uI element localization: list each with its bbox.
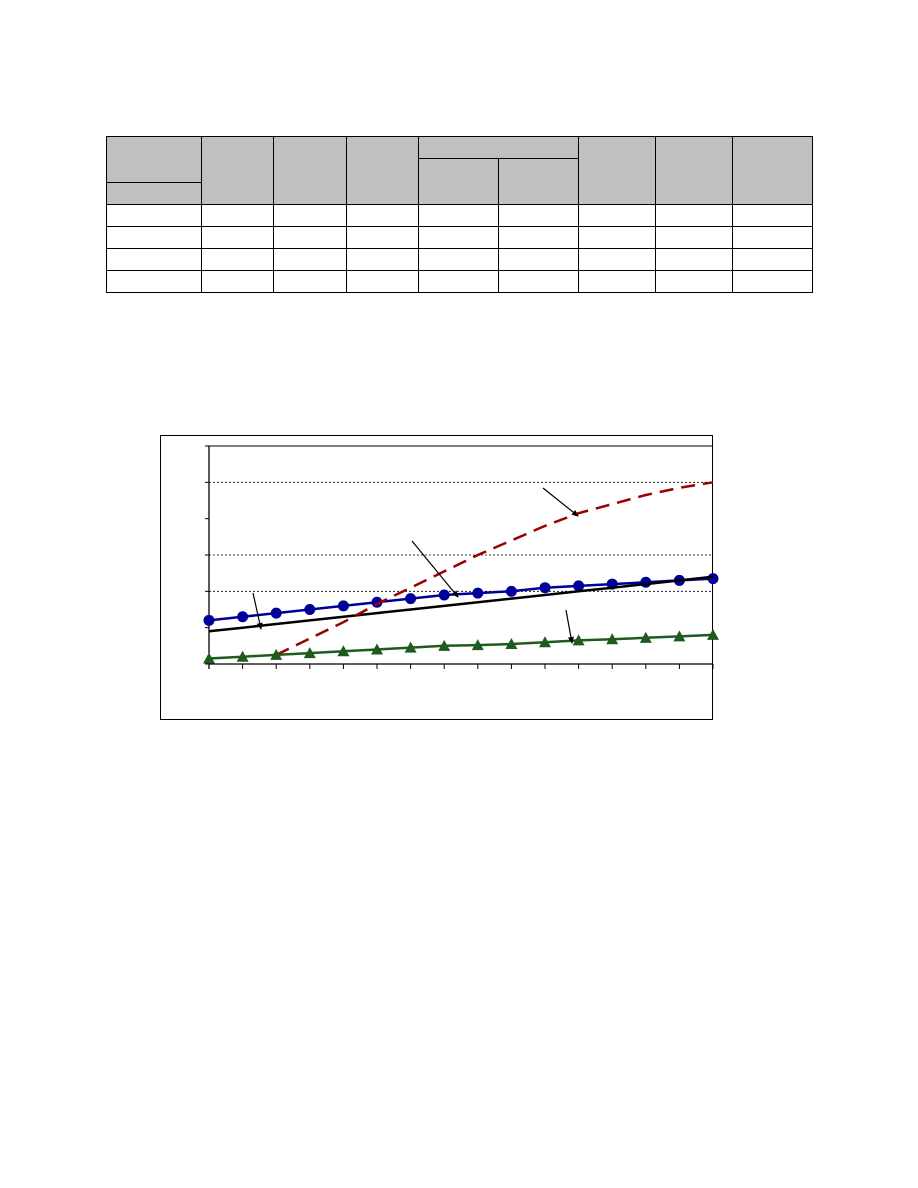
header-subcell: [418, 158, 499, 205]
data-point: [337, 645, 350, 657]
data-point: [639, 631, 652, 643]
data-point: [270, 648, 283, 660]
data-point: [304, 604, 316, 615]
header-cell: [732, 136, 813, 205]
data-point: [707, 628, 719, 640]
header-cell: [346, 136, 419, 205]
data-point: [270, 607, 282, 619]
series-line: [208, 575, 714, 633]
data-point: [303, 647, 316, 659]
series-group: [203, 481, 719, 664]
data-point: [573, 580, 585, 592]
annotation-arrows: [252, 487, 579, 644]
table-row: [106, 270, 813, 293]
arrow-annotation: [411, 540, 459, 598]
arrow-annotation: [542, 487, 579, 517]
data-point: [203, 652, 215, 664]
series-line: [208, 577, 714, 622]
data-table: [106, 136, 813, 293]
series-line: [208, 633, 714, 660]
data-point: [203, 614, 215, 626]
data-point: [438, 589, 450, 601]
series-line: [275, 481, 714, 657]
gridlines: [209, 481, 713, 592]
data-point: [505, 585, 517, 597]
header-cell: [106, 136, 202, 183]
table-cell: [732, 270, 813, 293]
header-cell: [273, 136, 347, 205]
header-cell: [106, 182, 202, 205]
data-point: [405, 593, 417, 605]
header-cell-group: [418, 136, 579, 159]
data-point: [236, 650, 249, 662]
data-point: [572, 634, 585, 646]
data-point: [505, 638, 518, 650]
arrow-annotation: [565, 609, 574, 644]
data-point: [371, 643, 383, 655]
data-point: [337, 600, 349, 612]
data-point: [539, 636, 551, 648]
data-point: [237, 611, 249, 623]
data-point: [438, 639, 451, 651]
data-point: [707, 573, 719, 585]
data-point: [539, 582, 551, 594]
data-point: [404, 641, 417, 653]
arrow-annotation: [252, 592, 263, 630]
header-subcell: [498, 158, 579, 205]
data-point: [472, 587, 484, 599]
data-point: [471, 639, 484, 651]
data-point: [673, 630, 686, 642]
data-point: [640, 576, 652, 588]
axes: [205, 445, 714, 669]
table-row: [106, 204, 813, 227]
data-point: [606, 633, 619, 645]
